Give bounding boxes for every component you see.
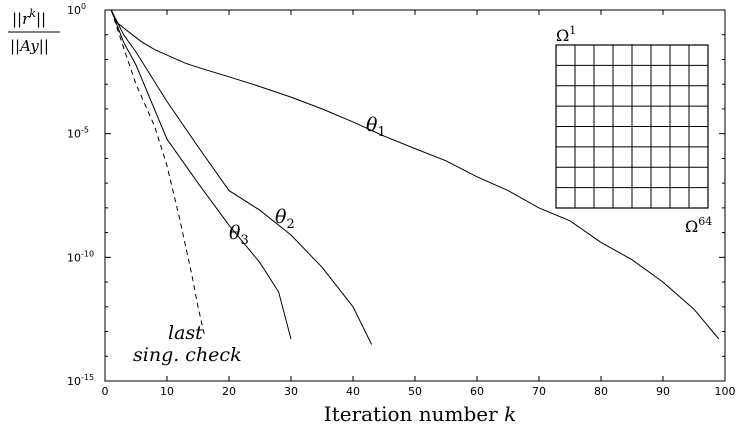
x-label-main: Iteration number <box>324 402 498 426</box>
series-line-2 <box>110 9 373 345</box>
annotation-last: last <box>168 322 203 344</box>
svg-text:||rk||: ||rk|| <box>12 7 46 28</box>
x-axis-ticks: 0 10 20 30 40 50 60 70 80 90 100 <box>102 10 736 398</box>
inset-label-top: Ω1 <box>556 24 576 45</box>
theta2-name: θ <box>275 206 287 228</box>
x-axis-label: Iteration number k <box>324 402 516 426</box>
inset-bottom-omega: Ω <box>685 217 698 236</box>
theta1-subscript: 1 <box>377 125 385 140</box>
theta3-name: θ <box>229 222 241 244</box>
x-tick-label: 40 <box>346 385 360 398</box>
x-tick-label: 90 <box>656 385 670 398</box>
inset-bottom-sup: 64 <box>698 215 712 228</box>
inset-grid <box>555 44 709 209</box>
x-tick-label: 10 <box>160 385 174 398</box>
x-tick-label: 50 <box>408 385 422 398</box>
x-tick-label: 30 <box>284 385 298 398</box>
y-tick-label: 10-5 <box>67 126 89 141</box>
inset-label-bottom: Ω64 <box>685 215 712 236</box>
series-line-1 <box>110 9 720 340</box>
theta2-label: θ2 <box>275 206 295 232</box>
x-tick-label: 0 <box>102 385 109 398</box>
y-label-numerator-end: || <box>36 10 46 28</box>
x-tick-label: 80 <box>594 385 608 398</box>
theta1-name: θ <box>366 114 378 136</box>
x-tick-label: 100 <box>715 385 736 398</box>
theta2-subscript: 2 <box>286 217 294 232</box>
y-axis-label: ||rk|| ||Ay|| <box>8 7 60 55</box>
series-lines <box>110 9 720 345</box>
series-line-3 <box>110 9 292 340</box>
annotation-sing-check: sing. check <box>133 344 242 366</box>
x-tick-label: 60 <box>470 385 484 398</box>
y-label-numerator-sup: k <box>29 7 36 20</box>
theta3-label: θ3 <box>229 222 249 248</box>
inset-top-sup: 1 <box>569 24 576 37</box>
y-label-denominator: ||Ay|| <box>10 37 49 55</box>
y-tick-label: 100 <box>67 2 86 17</box>
x-tick-label: 70 <box>532 385 546 398</box>
theta3-subscript: 3 <box>240 233 248 248</box>
x-label-var: k <box>504 402 516 426</box>
series-line-4 <box>110 9 205 335</box>
x-tick-label: 20 <box>222 385 236 398</box>
y-label-numerator: ||r <box>12 10 30 28</box>
inset-top-omega: Ω <box>556 26 569 45</box>
y-axis-ticks: 100 10-5 10-10 10-15 <box>67 2 725 388</box>
theta1-label: θ1 <box>366 114 386 140</box>
y-tick-label: 10-10 <box>67 249 94 264</box>
y-tick-label: 10-15 <box>67 373 94 388</box>
